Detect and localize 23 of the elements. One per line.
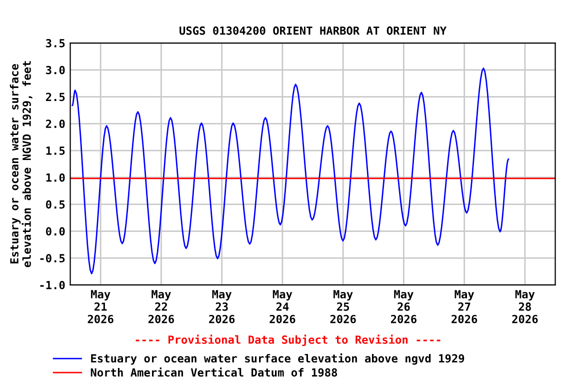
x-tick-label: May 25 2026 bbox=[330, 290, 356, 324]
y-tick-label: 2.0 bbox=[46, 120, 65, 128]
y-tick-label: 3.0 bbox=[46, 66, 65, 74]
y-tick-label: 1.0 bbox=[46, 173, 65, 182]
text: ---- Provisional Data Subject to Revision ---- bbox=[136, 334, 440, 346]
legend-label: Estuary or ocean water surface elevation above ngvd 1929 bbox=[91, 353, 464, 365]
x-tick-label: May 21 2026 bbox=[88, 290, 114, 324]
x-tick-label: May 26 2026 bbox=[390, 290, 416, 324]
x-tick-label: May 28 2026 bbox=[512, 290, 538, 324]
x-tick-label: May 23 2026 bbox=[209, 290, 235, 324]
y-tick-label: 3.5 bbox=[46, 38, 65, 48]
y-tick-label: -0.5 bbox=[40, 254, 65, 262]
y-axis-title: Estuary or ocean water surface elevation above NGVD 1929, feet bbox=[10, 61, 32, 268]
y-tick-label: 2.5 bbox=[46, 92, 65, 102]
y-tick-label: 0.5 bbox=[46, 200, 65, 209]
x-tick-label: May 24 2026 bbox=[270, 290, 296, 324]
x-tick-label: May 22 2026 bbox=[148, 290, 174, 324]
y-tick-label: -1.0 bbox=[40, 280, 65, 290]
x-tick-label: May 27 2026 bbox=[452, 290, 478, 324]
chart-title: USGS 01304200 ORIENT HARBOR AT ORIENT NY bbox=[180, 26, 447, 35]
legend-label: North American Vertical Datum of 1988 bbox=[90, 367, 338, 377]
y-tick-label: 0.0 bbox=[46, 227, 65, 236]
y-tick-label: 1.5 bbox=[46, 146, 65, 155]
